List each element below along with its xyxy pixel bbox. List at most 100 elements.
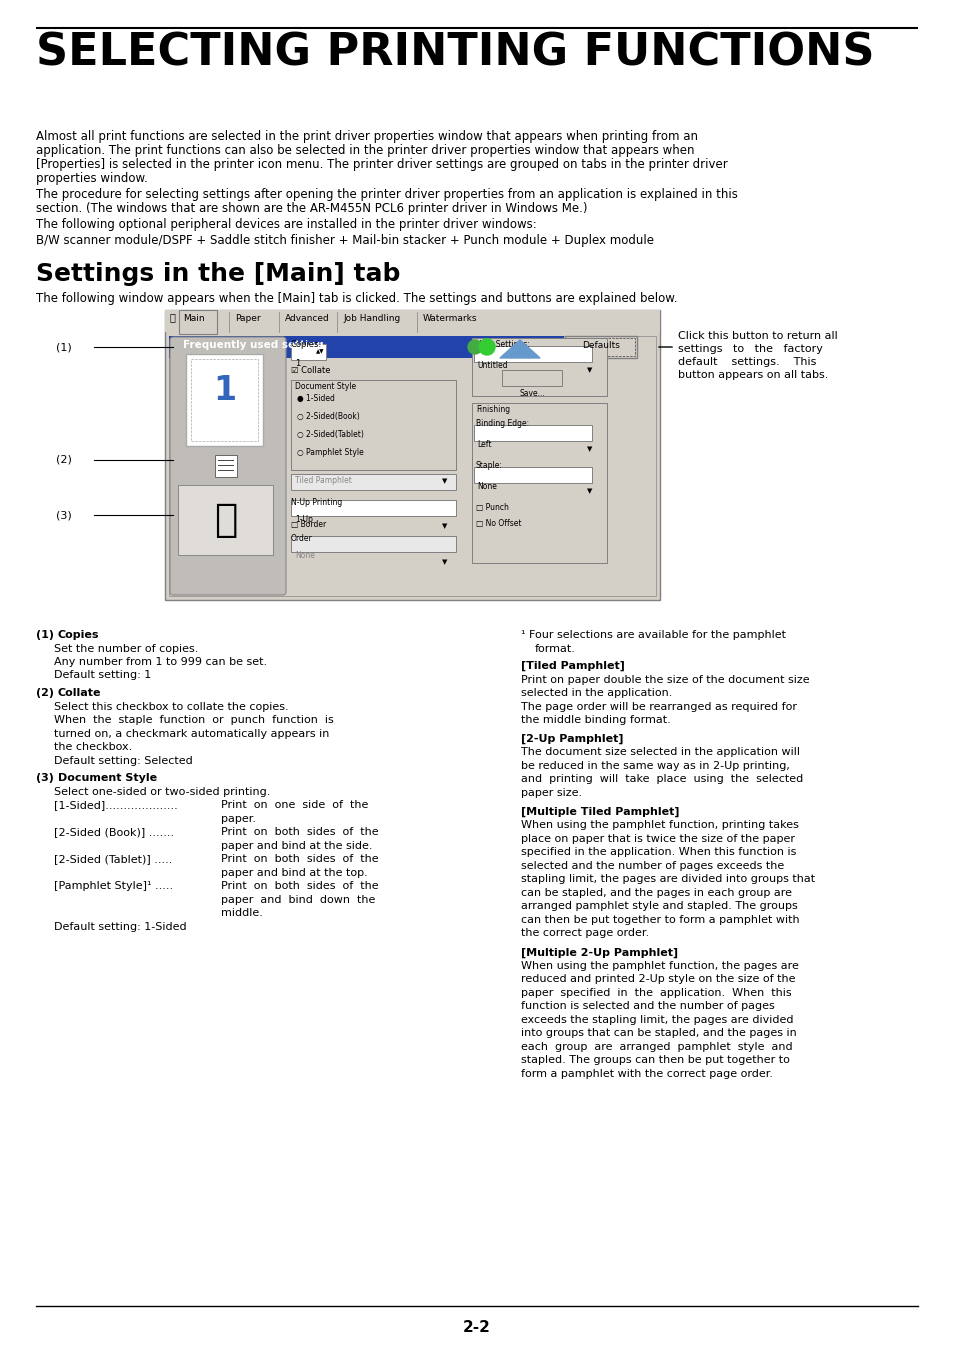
Text: the middle binding format.: the middle binding format. [520,715,670,725]
Text: Job Handling: Job Handling [343,313,400,323]
Text: Print on paper double the size of the document size: Print on paper double the size of the do… [520,674,809,685]
Text: format.: format. [535,643,576,654]
Text: each  group  are  arranged  pamphlet  style  and: each group are arranged pamphlet style a… [520,1042,792,1051]
Bar [178,485,273,555]
Text: Almost all print functions are selected in the print driver properties window th: Almost all print functions are selected … [36,130,698,143]
Bar [474,426,592,440]
Text: 2-2: 2-2 [462,1320,491,1335]
Text: settings   to   the   factory: settings to the factory [678,345,822,354]
Circle shape [478,339,495,355]
Text: □ Punch: □ Punch [476,503,508,512]
Text: [2-Up Pamphlet]: [2-Up Pamphlet] [520,734,623,744]
Bar [169,336,563,358]
Text: When using the pamphlet function, the pages are: When using the pamphlet function, the pa… [520,961,798,971]
Text: 🖨: 🖨 [170,312,175,322]
Text: selected and the number of pages exceeds the: selected and the number of pages exceeds… [520,861,783,871]
Text: [Multiple Tiled Pamphlet]: [Multiple Tiled Pamphlet] [520,807,679,817]
Text: paper size.: paper size. [520,788,581,798]
Text: ▲▼: ▲▼ [315,350,324,354]
Text: Default setting: 1: Default setting: 1 [54,670,152,681]
Text: Save...: Save... [518,389,544,399]
Text: Print  on  both  sides  of  the: Print on both sides of the [221,854,378,865]
Text: B/W scanner module/DSPF + Saddle stitch finisher + Mail-bin stacker + Punch modu: B/W scanner module/DSPF + Saddle stitch … [36,234,654,247]
Text: Binding Edge:: Binding Edge: [476,419,529,428]
Bar [291,500,456,516]
Text: 1: 1 [213,373,235,407]
Bar [474,467,592,484]
Text: Finishing: Finishing [476,405,510,413]
Bar [291,345,326,359]
Bar [169,336,656,596]
Text: None: None [476,482,497,490]
Text: middle.: middle. [221,908,263,919]
Text: (1): (1) [56,342,71,353]
Bar [179,309,216,334]
Text: [Multiple 2-Up Pamphlet]: [Multiple 2-Up Pamphlet] [520,947,678,958]
Text: ▼: ▼ [441,523,447,530]
Text: place on paper that is twice the size of the paper: place on paper that is twice the size of… [520,834,794,844]
Bar [501,370,561,386]
Text: 1-Up: 1-Up [294,515,313,524]
Text: Order: Order [291,534,313,543]
Text: application. The print functions can also be selected in the printer driver prop: application. The print functions can als… [36,145,694,157]
Text: The following window appears when the [Main] tab is clicked. The settings and bu: The following window appears when the [M… [36,292,677,305]
Text: Select one-sided or two-sided printing.: Select one-sided or two-sided printing. [54,786,270,797]
Text: paper and bind at the top.: paper and bind at the top. [221,867,367,878]
Text: properties window.: properties window. [36,172,148,185]
Text: [1-Sided]....................: [1-Sided].................... [54,800,177,811]
Text: ○ Pamphlet Style: ○ Pamphlet Style [296,449,363,457]
Text: When using the pamphlet function, printing takes: When using the pamphlet function, printi… [520,820,798,831]
Polygon shape [499,340,539,358]
Text: Defaults: Defaults [581,340,619,350]
Text: stapled. The groups can then be put together to: stapled. The groups can then be put toge… [520,1055,789,1065]
Text: [2-Sided (Tablet)] .....: [2-Sided (Tablet)] ..... [54,854,172,865]
Text: paper.: paper. [221,813,255,824]
Text: Any number from 1 to 999 can be set.: Any number from 1 to 999 can be set. [54,657,267,667]
Text: Default setting: Selected: Default setting: Selected [54,755,193,766]
Text: Paper: Paper [234,313,260,323]
Text: Print  on  both  sides  of  the: Print on both sides of the [221,827,378,838]
Text: ▼: ▼ [586,488,592,494]
Text: Left: Left [476,440,491,449]
Text: Main: Main [183,313,204,323]
Text: N-Up Printing: N-Up Printing [291,499,342,507]
Text: Set the number of copies.: Set the number of copies. [54,643,198,654]
Text: The page order will be rearranged as required for: The page order will be rearranged as req… [520,701,796,712]
Text: ▼: ▼ [441,559,447,565]
Text: [Pamphlet Style]¹ .....: [Pamphlet Style]¹ ..... [54,881,172,892]
Text: exceeds the stapling limit, the pages are divided: exceeds the stapling limit, the pages ar… [520,1015,793,1025]
Text: Settings in the [Main] tab: Settings in the [Main] tab [36,262,400,286]
Text: ▼: ▼ [441,478,447,484]
Text: Staple:: Staple: [476,461,502,470]
Text: □ Border: □ Border [291,520,326,530]
Bar [472,338,606,396]
Text: into groups that can be stapled, and the pages in: into groups that can be stapled, and the… [520,1028,796,1039]
FancyBboxPatch shape [170,336,286,594]
Text: default    settings.    This: default settings. This [678,357,816,367]
Text: 1: 1 [294,359,300,367]
Text: (3): (3) [56,509,71,520]
Text: ☑ Collate: ☑ Collate [291,366,330,376]
Text: paper  and  bind  down  the: paper and bind down the [221,894,375,905]
Text: specified in the application. When this function is: specified in the application. When this … [520,847,796,858]
Text: Print  on  one  side  of  the: Print on one side of the [221,800,368,811]
Bar [472,403,606,563]
Text: (3): (3) [36,773,53,784]
Text: reduced and printed 2-Up style on the size of the: reduced and printed 2-Up style on the si… [520,974,795,985]
Text: When  the  staple  function  or  punch  function  is: When the staple function or punch functi… [54,715,334,725]
Bar [165,309,659,332]
Text: form a pamphlet with the correct page order.: form a pamphlet with the correct page or… [520,1069,772,1078]
Text: paper  specified  in  the  application.  When  this: paper specified in the application. When… [520,988,791,998]
Text: Document Style: Document Style [294,382,355,390]
Circle shape [468,340,481,354]
Text: Select this checkbox to collate the copies.: Select this checkbox to collate the copi… [54,701,289,712]
Text: The following optional peripheral devices are installed in the printer driver wi: The following optional peripheral device… [36,218,537,231]
Text: Copies:: Copies: [291,340,322,349]
Text: Advanced: Advanced [285,313,330,323]
FancyBboxPatch shape [186,354,263,446]
Text: [2-Sided (Book)] .......: [2-Sided (Book)] ....... [54,827,174,838]
Text: □ No Offset: □ No Offset [476,519,521,528]
Bar [564,336,637,358]
Text: ▼: ▼ [586,367,592,373]
Text: Print  on  both  sides  of  the: Print on both sides of the [221,881,378,892]
